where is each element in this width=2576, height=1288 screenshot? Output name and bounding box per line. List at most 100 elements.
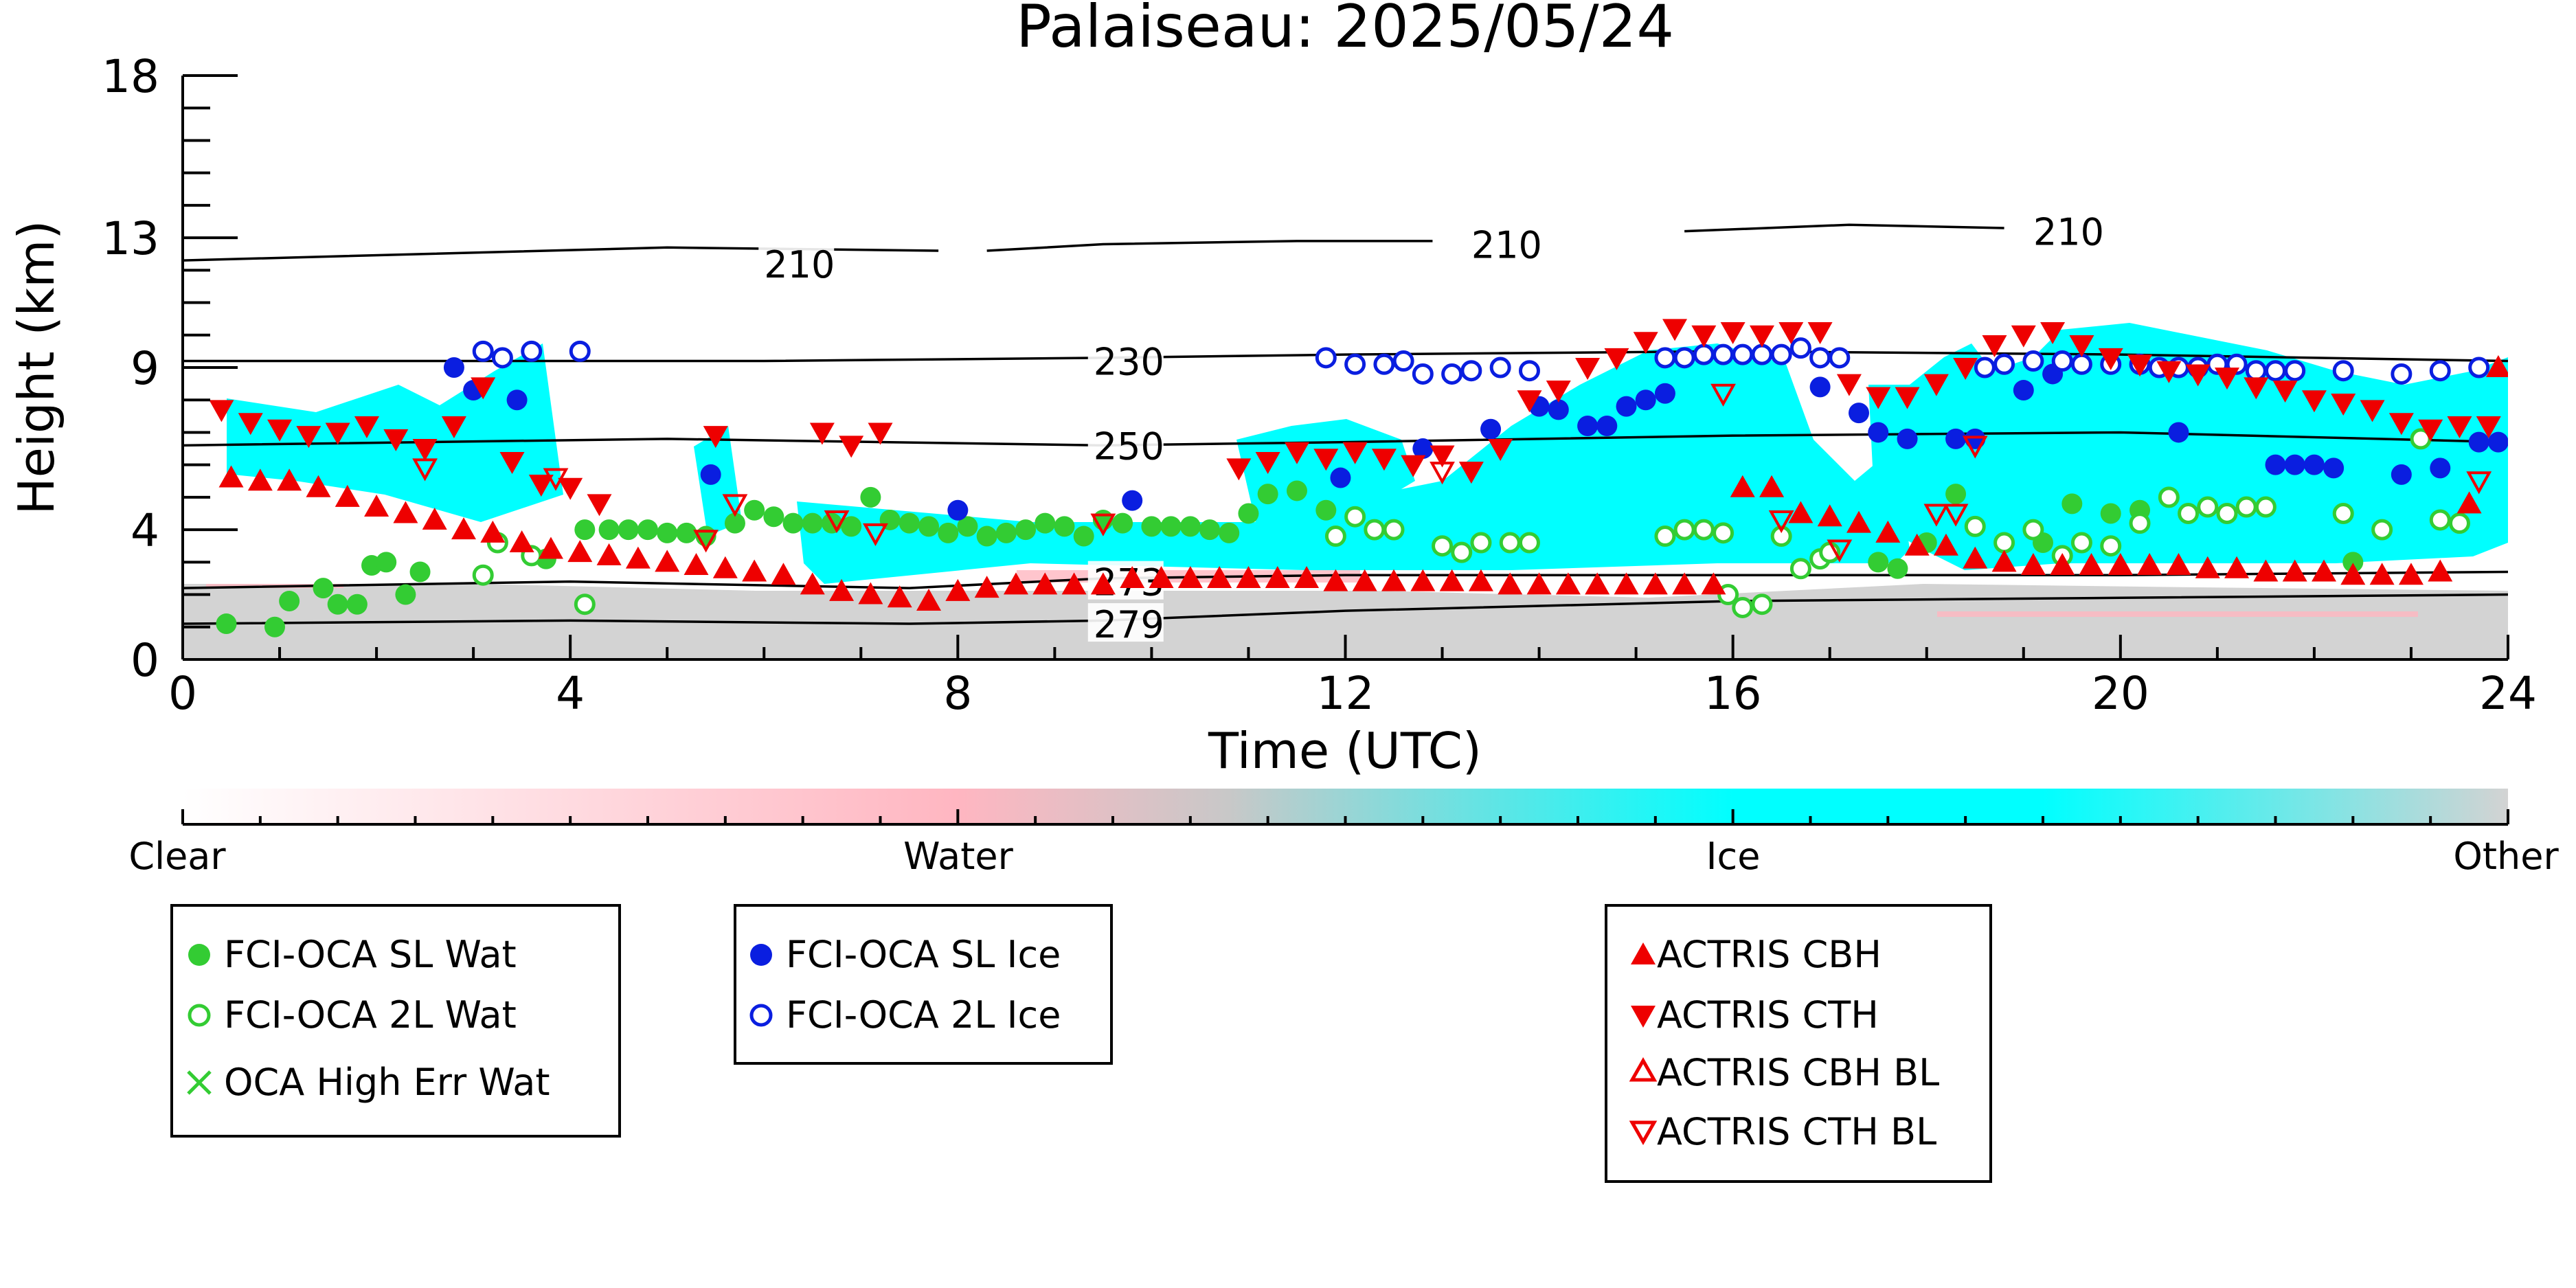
point-fci-oca-sl-wat — [860, 486, 881, 508]
point-fci-oca-sl-ice — [2265, 454, 2286, 475]
point-actris-cth — [558, 477, 583, 500]
point-fci-oca-2l-wat — [1654, 526, 1676, 547]
point-actris-cth — [2244, 377, 2269, 400]
point-fci-oca-2l-ice — [2022, 350, 2044, 372]
legend-label: FCI-OCA 2L Ice — [786, 993, 1061, 1037]
point-fci-oca-sl-wat — [1160, 516, 1182, 537]
point-actris-cth — [868, 422, 893, 445]
point-actris-cbh — [1381, 569, 1407, 591]
point-actris-cbh — [1032, 572, 1058, 595]
point-actris-cth — [1604, 348, 1629, 370]
point-actris-cth — [2069, 335, 2094, 357]
point-actris-cbh — [1352, 569, 1377, 591]
point-actris-cbh — [335, 484, 360, 507]
point-actris-cbh — [1585, 572, 1610, 595]
x-tick-label: 4 — [556, 667, 585, 720]
point-actris-cth-bl — [824, 510, 850, 534]
point-fci-oca-sl-wat — [724, 512, 745, 534]
isotherm-250-line — [183, 431, 2508, 447]
point-actris-cth — [1923, 374, 1949, 396]
colorbar-ticks — [181, 809, 2509, 824]
isotherm-label-bg — [1087, 340, 1164, 379]
point-actris-cth — [383, 429, 409, 451]
water-speckle — [1937, 611, 2418, 617]
point-actris-cth — [296, 426, 321, 449]
point-actris-cbh — [2137, 553, 2162, 576]
point-actris-cth — [1313, 449, 1339, 471]
point-fci-oca-sl-wat — [2061, 493, 2083, 515]
point-fci-oca-2l-wat — [1717, 584, 1739, 606]
point-fci-oca-2l-ice — [1693, 343, 1715, 365]
point-fci-oca-2l-wat — [1964, 515, 1986, 537]
isotherm-label: 230 — [1094, 341, 1164, 384]
point-actris-cbh — [480, 520, 506, 543]
legend-water: FCI-OCA SL Wat FCI-OCA 2L Wat OCA High E… — [170, 904, 621, 1138]
point-actris-cbh — [1788, 501, 1814, 523]
point-actris-cbh — [1149, 565, 1174, 588]
point-actris-cbh — [1555, 572, 1581, 595]
point-actris-cth — [1895, 387, 1920, 409]
point-actris-cbh — [422, 507, 447, 530]
point-actris-cbh — [1236, 565, 1261, 588]
point-fci-oca-2l-ice — [491, 347, 513, 369]
point-fci-oca-2l-wat — [2255, 496, 2276, 518]
point-fci-oca-2l-ice — [472, 340, 494, 362]
point-actris-cth — [499, 451, 525, 474]
point-fci-oca-2l-ice — [569, 340, 591, 362]
point-fci-oca-2l-ice — [1809, 347, 1831, 369]
point-actris-cth — [1866, 387, 1891, 409]
point-fci-oca-sl-wat — [618, 519, 639, 541]
point-actris-cth — [1982, 335, 2007, 357]
point-fci-oca-2l-ice — [1974, 357, 1996, 379]
isotherm-210-line — [183, 246, 939, 262]
point-actris-cbh — [451, 517, 477, 540]
point-actris-cth — [1430, 445, 1455, 468]
point-fci-oca-sl-ice — [700, 464, 721, 485]
point-actris-cth-bl — [1923, 504, 1950, 527]
point-actris-cth — [2156, 361, 2182, 383]
point-fci-oca-2l-wat — [2070, 532, 2092, 554]
isotherm-label: 210 — [1471, 224, 1542, 267]
point-actris-cth — [354, 416, 379, 438]
point-actris-cbh — [771, 563, 796, 585]
point-actris-cth — [2418, 419, 2443, 442]
point-fci-oca-2l-ice — [1789, 337, 1811, 359]
point-actris-cth — [1836, 374, 1862, 396]
point-actris-cbh — [1817, 504, 1842, 527]
point-actris-cbh — [1701, 572, 1726, 595]
point-actris-cth-bl — [412, 458, 438, 482]
data-marks — [209, 319, 2508, 637]
point-fci-oca-sl-ice — [1897, 428, 1918, 449]
point-actris-cbh — [1991, 550, 2017, 572]
point-fci-oca-sl-ice — [947, 499, 969, 521]
point-actris-cth — [1401, 455, 1426, 477]
x-tick-label: 16 — [1704, 667, 1762, 720]
point-fci-oca-2l-wat — [1732, 596, 1754, 618]
point-actris-cth — [1371, 449, 1397, 471]
legend-label: ACTRIS CBH — [1657, 933, 1882, 976]
point-actris-cbh — [509, 530, 534, 552]
point-fci-oca-2l-wat — [1770, 526, 1792, 547]
point-actris-cbh — [829, 578, 855, 601]
legend-label: ACTRIS CTH BL — [1657, 1110, 1936, 1153]
point-fci-oca-2l-ice — [2284, 360, 2306, 382]
point-fci-oca-sl-ice — [1412, 438, 1434, 460]
point-fci-oca-2l-wat — [1324, 526, 1346, 547]
point-actris-cth — [1778, 322, 1804, 345]
point-actris-cth-bl — [1768, 510, 1794, 534]
isotherm-210-line — [986, 240, 1433, 252]
point-fci-oca-sl-wat — [395, 584, 416, 605]
point-actris-cbh — [218, 465, 244, 488]
x-tick-label: 24 — [2479, 667, 2537, 720]
point-actris-cth — [2185, 364, 2211, 387]
point-actris-cbh — [2253, 559, 2279, 582]
point-actris-cth — [471, 377, 496, 400]
point-fci-oca-2l-wat — [2429, 509, 2451, 531]
point-actris-cbh — [1526, 572, 1552, 595]
point-actris-cbh — [887, 585, 912, 608]
point-actris-cbh — [1294, 565, 1320, 588]
point-fci-oca-sl-wat — [957, 516, 978, 537]
point-fci-oca-sl-wat — [2342, 552, 2364, 573]
point-fci-oca-sl-wat — [637, 519, 658, 541]
